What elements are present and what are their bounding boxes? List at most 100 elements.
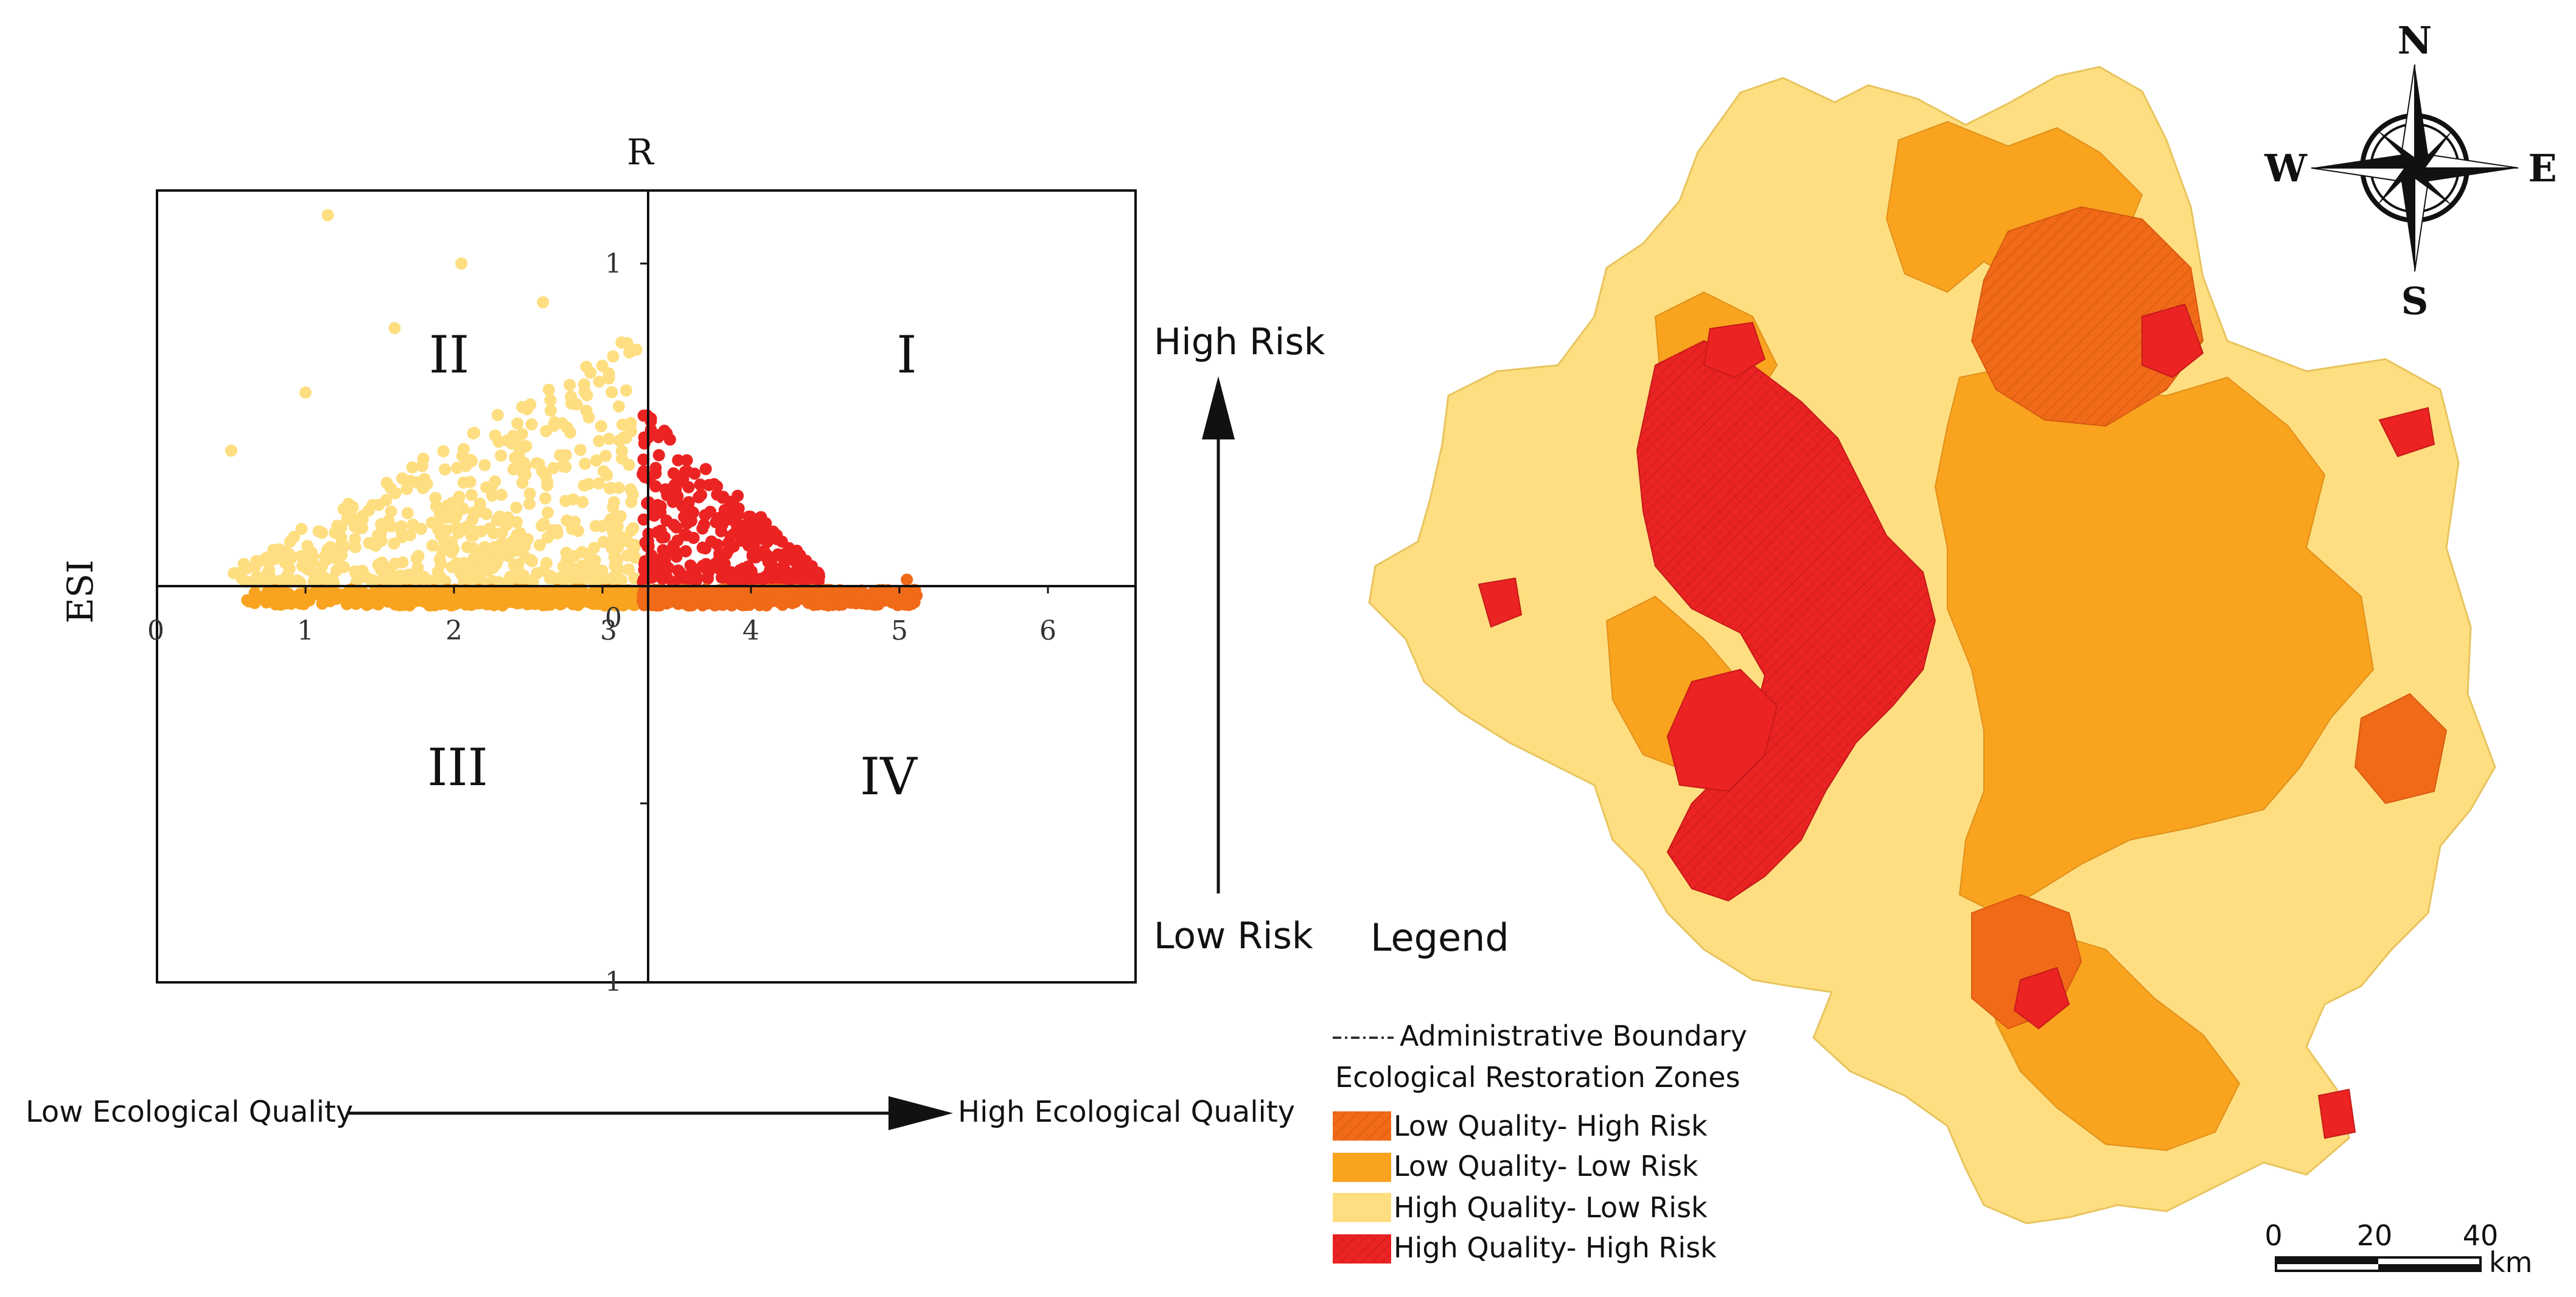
scatter-point-high-quality-high-risk: [745, 565, 758, 578]
scatter-point-high-quality-low-risk: [610, 517, 623, 530]
scatter-point-high-quality-high-risk: [689, 563, 702, 576]
scatter-point-high-quality-low-risk: [429, 492, 442, 504]
quadrant-label-IV: IV: [860, 747, 918, 806]
scale-label-40: 40: [2463, 1219, 2499, 1252]
scatter-point-low-quality-low-risk: [626, 595, 638, 607]
scatter-point-high-quality-low-risk: [542, 383, 555, 396]
scatter-point-high-quality-low-risk: [475, 547, 487, 559]
scatter-point-high-quality-low-risk: [445, 561, 458, 573]
scatter-point-high-quality-low-risk: [630, 343, 643, 356]
scatter-point-high-quality-high-risk: [744, 511, 757, 523]
scatter-point-high-quality-low-risk: [498, 539, 511, 552]
scatter-point-high-quality-low-risk: [562, 572, 574, 584]
legend-label-high-quality-low-risk: High Quality- Low Risk: [1394, 1191, 1708, 1224]
scatter-point-high-quality-high-risk: [759, 517, 772, 530]
x-tick-label-0: 0: [147, 615, 164, 646]
scatter-point-high-quality-low-risk: [416, 460, 428, 472]
scatter-point-high-quality-low-risk: [607, 350, 620, 363]
scatter-point-high-quality-high-risk: [639, 536, 652, 549]
scatter-point-high-quality-low-risk: [574, 565, 587, 578]
scatter-point-low-quality-low-risk: [294, 597, 306, 610]
scatter-point-high-quality-low-risk: [388, 537, 400, 550]
scatter-point-high-quality-high-risk: [680, 454, 693, 467]
scatter-point-high-quality-low-risk: [404, 529, 416, 542]
x-tick-label-5: 5: [891, 615, 908, 646]
scatter-point-high-quality-low-risk: [483, 522, 496, 535]
scatter-point-high-quality-low-risk: [615, 336, 628, 349]
scatter-point-high-quality-low-risk: [616, 531, 629, 544]
x-tick-label-1: 1: [297, 615, 314, 646]
scatter-point-high-quality-low-risk: [450, 510, 462, 523]
scatter-point-high-quality-low-risk: [600, 519, 613, 531]
scatter-point-high-quality-low-risk: [511, 417, 524, 430]
scatter-point-high-quality-low-risk: [240, 575, 253, 588]
scatter-point-low-quality-high-risk: [777, 588, 789, 601]
scatter-point-high-quality-low-risk: [225, 444, 237, 457]
high-risk-label: High Risk: [1154, 321, 1325, 363]
scatter-point-high-quality-high-risk: [694, 478, 707, 491]
scatter-point-high-quality-low-risk: [596, 564, 609, 577]
quadrant-label-III: III: [427, 738, 488, 797]
scatter-point-high-quality-high-risk: [727, 540, 740, 553]
x-tick-label-2: 2: [445, 615, 462, 646]
scatter-point-low-quality-high-risk: [725, 599, 738, 612]
scatter-point-low-quality-high-risk: [700, 594, 713, 607]
scatter-point-high-quality-low-risk: [249, 561, 262, 573]
scatter-point-high-quality-low-risk: [615, 444, 628, 457]
scatter-point-high-quality-low-risk: [465, 489, 478, 502]
scatter-point-low-quality-high-risk: [826, 598, 839, 611]
scatter-point-high-quality-low-risk: [474, 504, 487, 517]
scatter-point-high-quality-low-risk: [559, 449, 572, 461]
scatter-point-high-quality-low-risk: [388, 322, 401, 334]
scatter-point-low-quality-low-risk: [386, 596, 399, 609]
scatter-point-low-quality-low-risk: [372, 598, 385, 610]
scatter-point-high-quality-low-risk: [312, 525, 325, 537]
scatter-point-high-quality-low-risk: [524, 398, 537, 411]
scatter-point-high-quality-high-risk: [670, 550, 683, 563]
x-tick-label-3: 3: [600, 615, 617, 646]
scatter-point-high-quality-low-risk: [517, 467, 530, 480]
scatter-point-high-quality-low-risk: [451, 461, 464, 474]
scatter-point-high-quality-low-risk: [335, 521, 347, 534]
scatter-point-high-quality-high-risk: [680, 570, 693, 582]
scale-bar: 0 20 40 km: [2264, 1219, 2532, 1279]
quadrant-label-I: I: [896, 325, 916, 385]
map-zone-high-quality-high-risk-south: [2013, 967, 2070, 1030]
scatter-point-low-quality-low-risk: [592, 592, 604, 605]
scatter-point-high-quality-high-risk: [718, 560, 731, 573]
scatter-point-high-quality-high-risk: [689, 575, 702, 587]
scatter-point-high-quality-low-risk: [395, 520, 408, 533]
scatter-point-high-quality-low-risk: [439, 463, 452, 476]
map-zone-high-quality-high-risk-far-west: [1478, 577, 1523, 628]
x-tick-label-4: 4: [742, 615, 759, 646]
scatter-point-high-quality-high-risk: [764, 572, 777, 585]
legend-subtitle: Ecological Restoration Zones: [1335, 1061, 1740, 1094]
scatter-point-high-quality-low-risk: [473, 568, 486, 581]
scatter-point-high-quality-high-risk: [750, 551, 763, 564]
scatter-point-high-quality-low-risk: [380, 477, 393, 489]
scatter-point-high-quality-low-risk: [444, 499, 457, 511]
scatter-point-low-quality-low-risk: [607, 598, 620, 611]
scatter-point-high-quality-high-risk: [679, 545, 692, 558]
scatter-point-high-quality-low-risk: [344, 514, 357, 526]
scatter-point-high-quality-low-risk: [582, 411, 595, 424]
map-base-high-quality-low-risk: [1368, 66, 2496, 1225]
scatter-point-low-quality-high-risk: [651, 585, 664, 598]
map-zone-high-quality-high-risk-southeast: [2317, 1088, 2356, 1139]
scatter-point-high-quality-low-risk: [537, 517, 550, 530]
scatter-point-low-quality-high-risk: [658, 595, 671, 607]
x-tick-labels: 1 2 4 5 6 0 3: [147, 615, 1056, 646]
scatter-point-high-quality-low-risk: [385, 520, 397, 533]
scatter-point-high-quality-low-risk: [349, 565, 361, 578]
scatter-point-high-quality-low-risk: [574, 444, 587, 456]
scatter-point-high-quality-low-risk: [495, 488, 508, 501]
scatter-point-high-quality-low-risk: [625, 524, 638, 537]
scatter-point-high-quality-low-risk: [396, 556, 409, 568]
scatter-point-high-quality-low-risk: [537, 564, 550, 577]
map-zone-high-quality-high-risk-east: [2378, 407, 2435, 458]
x-axis-label: R: [627, 131, 655, 173]
scatter-point-high-quality-low-risk: [627, 543, 640, 556]
scatter-point-high-quality-high-risk: [770, 529, 783, 542]
scatter-point-low-quality-high-risk: [834, 589, 847, 601]
scatter-point-high-quality-low-risk: [337, 503, 350, 516]
